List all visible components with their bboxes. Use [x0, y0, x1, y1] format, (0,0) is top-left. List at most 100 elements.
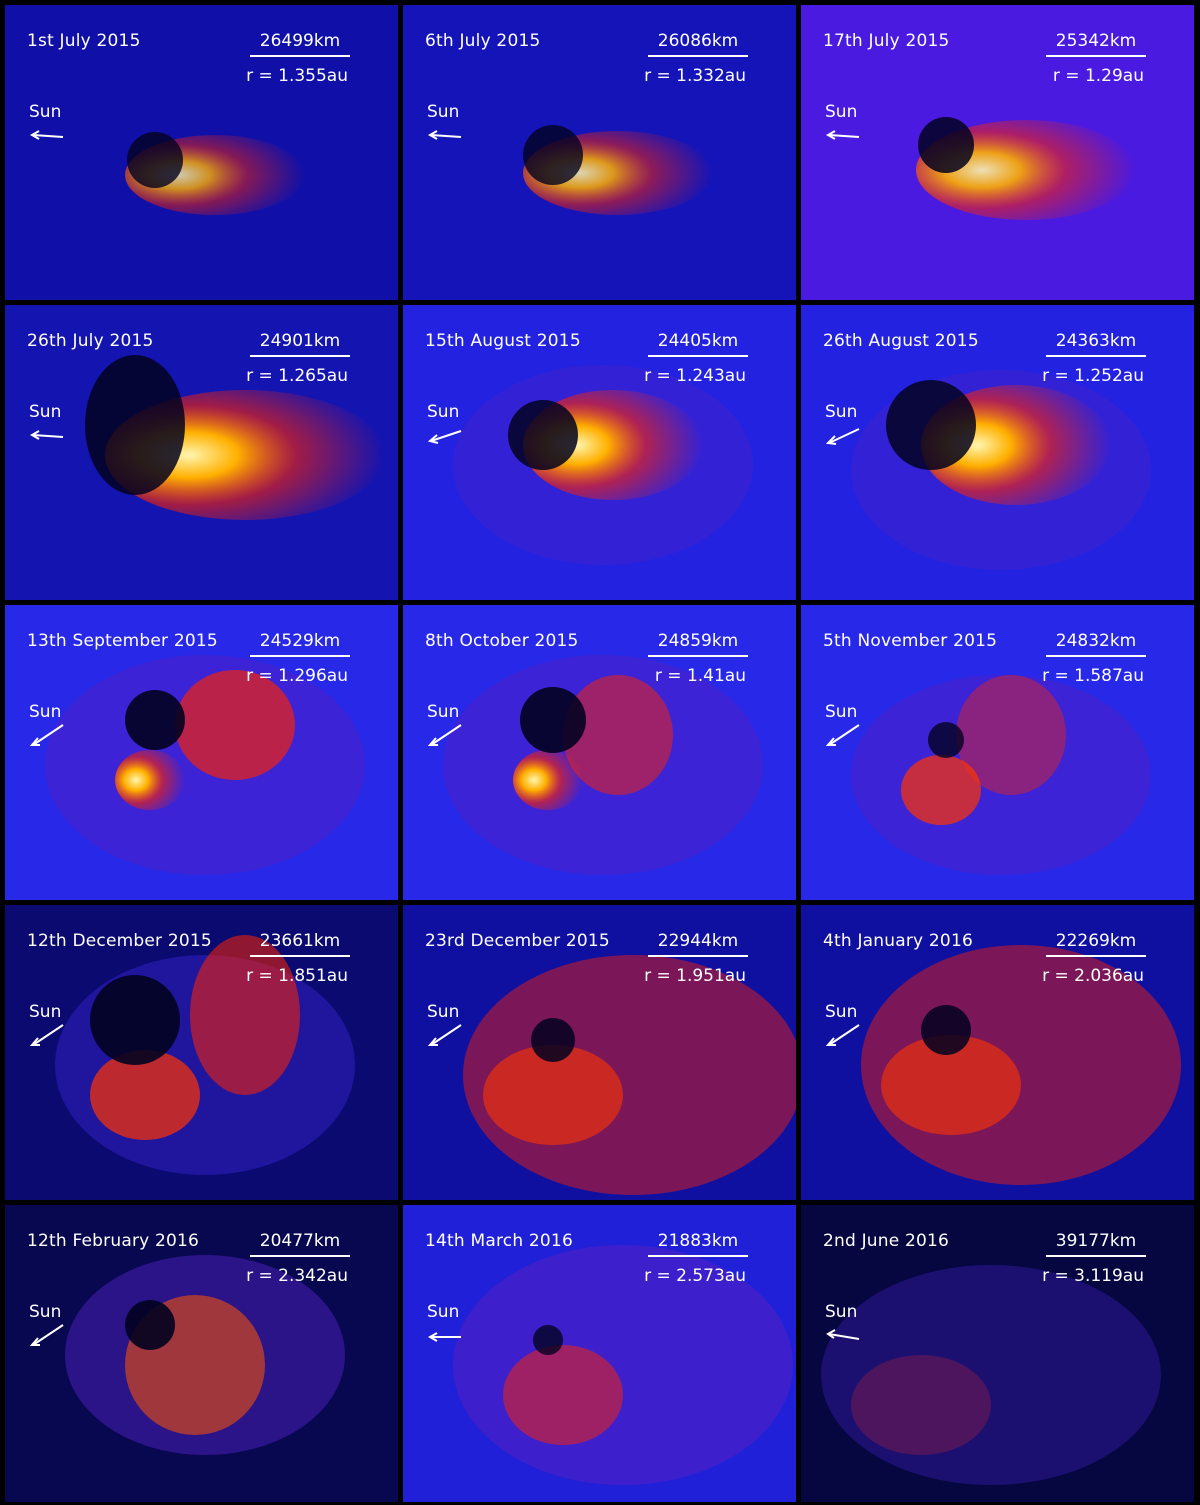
- heliocentric-distance: r = 3.119au: [1042, 1266, 1144, 1286]
- observation-date: 1st July 2015: [27, 31, 141, 51]
- scale-bar-line: [250, 55, 350, 57]
- scale-bar-line: [648, 1255, 748, 1257]
- scale-bar-line: [648, 55, 748, 57]
- comet-image: [5, 905, 398, 1200]
- scale-bar: 25342km: [1046, 31, 1146, 57]
- sun-direction-arrow-icon: [427, 430, 462, 444]
- scale-bar: 24363km: [1046, 331, 1146, 357]
- sun-label: Sun: [29, 1302, 62, 1322]
- comet-image: [403, 305, 796, 600]
- scale-bar: 21883km: [648, 1231, 748, 1257]
- scale-bar: 24859km: [648, 631, 748, 657]
- sun-label: Sun: [29, 102, 62, 122]
- scale-bar-line: [1046, 55, 1146, 57]
- heliocentric-distance: r = 1.851au: [246, 966, 348, 986]
- image-panel: 6th July 2015 26086km r = 1.332au Sun: [403, 5, 796, 300]
- observation-date: 17th July 2015: [823, 31, 950, 51]
- image-panel: 26th August 2015 24363km r = 1.252au Sun: [801, 305, 1194, 600]
- comet-image: [5, 605, 398, 900]
- scale-bar: 24529km: [250, 631, 350, 657]
- sun-label: Sun: [825, 402, 858, 422]
- observation-date: 2nd June 2016: [823, 1231, 950, 1251]
- sun-direction-arrow-icon: [825, 724, 860, 746]
- heliocentric-distance: r = 1.41au: [654, 666, 746, 686]
- observation-date: 26th August 2015: [823, 331, 979, 351]
- heliocentric-distance: r = 2.036au: [1042, 966, 1144, 986]
- scale-label: 20477km: [259, 1231, 341, 1251]
- image-panel: 8th October 2015 24859km r = 1.41au Sun: [403, 605, 796, 900]
- sun-direction-arrow-icon: [29, 130, 64, 140]
- scale-bar-line: [1046, 1255, 1146, 1257]
- image-panel: 12th December 2015 23661km r = 1.851au S…: [5, 905, 398, 1200]
- image-panel: 5th November 2015 24832km r = 1.587au Su…: [801, 605, 1194, 900]
- comet-image: [5, 5, 398, 300]
- scale-bar-line: [648, 355, 748, 357]
- scale-label: 26086km: [657, 31, 739, 51]
- heliocentric-distance: r = 2.342au: [246, 1266, 348, 1286]
- image-panel: 13th September 2015 24529km r = 1.296au …: [5, 605, 398, 900]
- sun-label: Sun: [427, 1002, 460, 1022]
- sun-direction-arrow-icon: [825, 130, 860, 140]
- image-panel: 15th August 2015 24405km r = 1.243au Sun: [403, 305, 796, 600]
- scale-label: 25342km: [1055, 31, 1137, 51]
- scale-label: 21883km: [657, 1231, 739, 1251]
- heliocentric-distance: r = 1.332au: [644, 66, 746, 86]
- image-panel: 1st July 2015 26499km r = 1.355au Sun: [5, 5, 398, 300]
- scale-bar: 24405km: [648, 331, 748, 357]
- sun-direction-arrow-icon: [427, 130, 462, 140]
- sun-direction-arrow-icon: [29, 1324, 64, 1346]
- heliocentric-distance: r = 1.252au: [1042, 366, 1144, 386]
- image-panel: 12th February 2016 20477km r = 2.342au S…: [5, 1205, 398, 1502]
- sun-label: Sun: [29, 1002, 62, 1022]
- sun-direction-arrow-icon: [427, 1332, 461, 1342]
- comet-image: [5, 1205, 398, 1502]
- sun-label: Sun: [825, 1302, 858, 1322]
- observation-date: 13th September 2015: [27, 631, 218, 651]
- scale-bar: 23661km: [250, 931, 350, 957]
- scale-bar: 24901km: [250, 331, 350, 357]
- scale-label: 39177km: [1055, 1231, 1137, 1251]
- comet-image: [403, 5, 796, 300]
- scale-label: 22269km: [1055, 931, 1137, 951]
- image-panel: 26th July 2015 24901km r = 1.265au Sun: [5, 305, 398, 600]
- scale-bar: 20477km: [250, 1231, 350, 1257]
- scale-bar: 22944km: [648, 931, 748, 957]
- scale-bar-line: [648, 955, 748, 957]
- scale-label: 24832km: [1055, 631, 1137, 651]
- sun-direction-arrow-icon: [427, 1024, 462, 1046]
- heliocentric-distance: r = 1.296au: [246, 666, 348, 686]
- observation-date: 6th July 2015: [425, 31, 541, 51]
- sun-label: Sun: [29, 702, 62, 722]
- heliocentric-distance: r = 1.951au: [644, 966, 746, 986]
- sun-direction-arrow-icon: [825, 428, 860, 445]
- scale-bar: 26086km: [648, 31, 748, 57]
- sun-direction-arrow-icon: [29, 430, 64, 440]
- scale-label: 24529km: [259, 631, 341, 651]
- heliocentric-distance: r = 1.29au: [1052, 66, 1144, 86]
- scale-label: 26499km: [259, 31, 341, 51]
- scale-label: 24405km: [657, 331, 739, 351]
- sun-direction-arrow-icon: [825, 1024, 860, 1046]
- sun-label: Sun: [29, 402, 62, 422]
- observation-date: 5th November 2015: [823, 631, 998, 651]
- image-panel: 17th July 2015 25342km r = 1.29au Sun: [801, 5, 1194, 300]
- scale-bar-line: [1046, 355, 1146, 357]
- scale-bar-line: [648, 655, 748, 657]
- heliocentric-distance: r = 1.265au: [246, 366, 348, 386]
- image-panel: 23rd December 2015 22944km r = 1.951au S…: [403, 905, 796, 1200]
- comet-image: [801, 1205, 1194, 1502]
- comet-image: [801, 605, 1194, 900]
- scale-bar-line: [1046, 655, 1146, 657]
- observation-date: 8th October 2015: [425, 631, 579, 651]
- heliocentric-distance: r = 1.587au: [1042, 666, 1144, 686]
- scale-bar: 24832km: [1046, 631, 1146, 657]
- sun-label: Sun: [427, 102, 460, 122]
- heliocentric-distance: r = 1.243au: [644, 366, 746, 386]
- scale-bar: 39177km: [1046, 1231, 1146, 1257]
- sun-label: Sun: [825, 702, 858, 722]
- sun-direction-arrow-icon: [826, 1329, 860, 1340]
- image-panel: 2nd June 2016 39177km r = 3.119au Sun: [801, 1205, 1194, 1502]
- scale-bar-line: [250, 955, 350, 957]
- comet-image: [403, 605, 796, 900]
